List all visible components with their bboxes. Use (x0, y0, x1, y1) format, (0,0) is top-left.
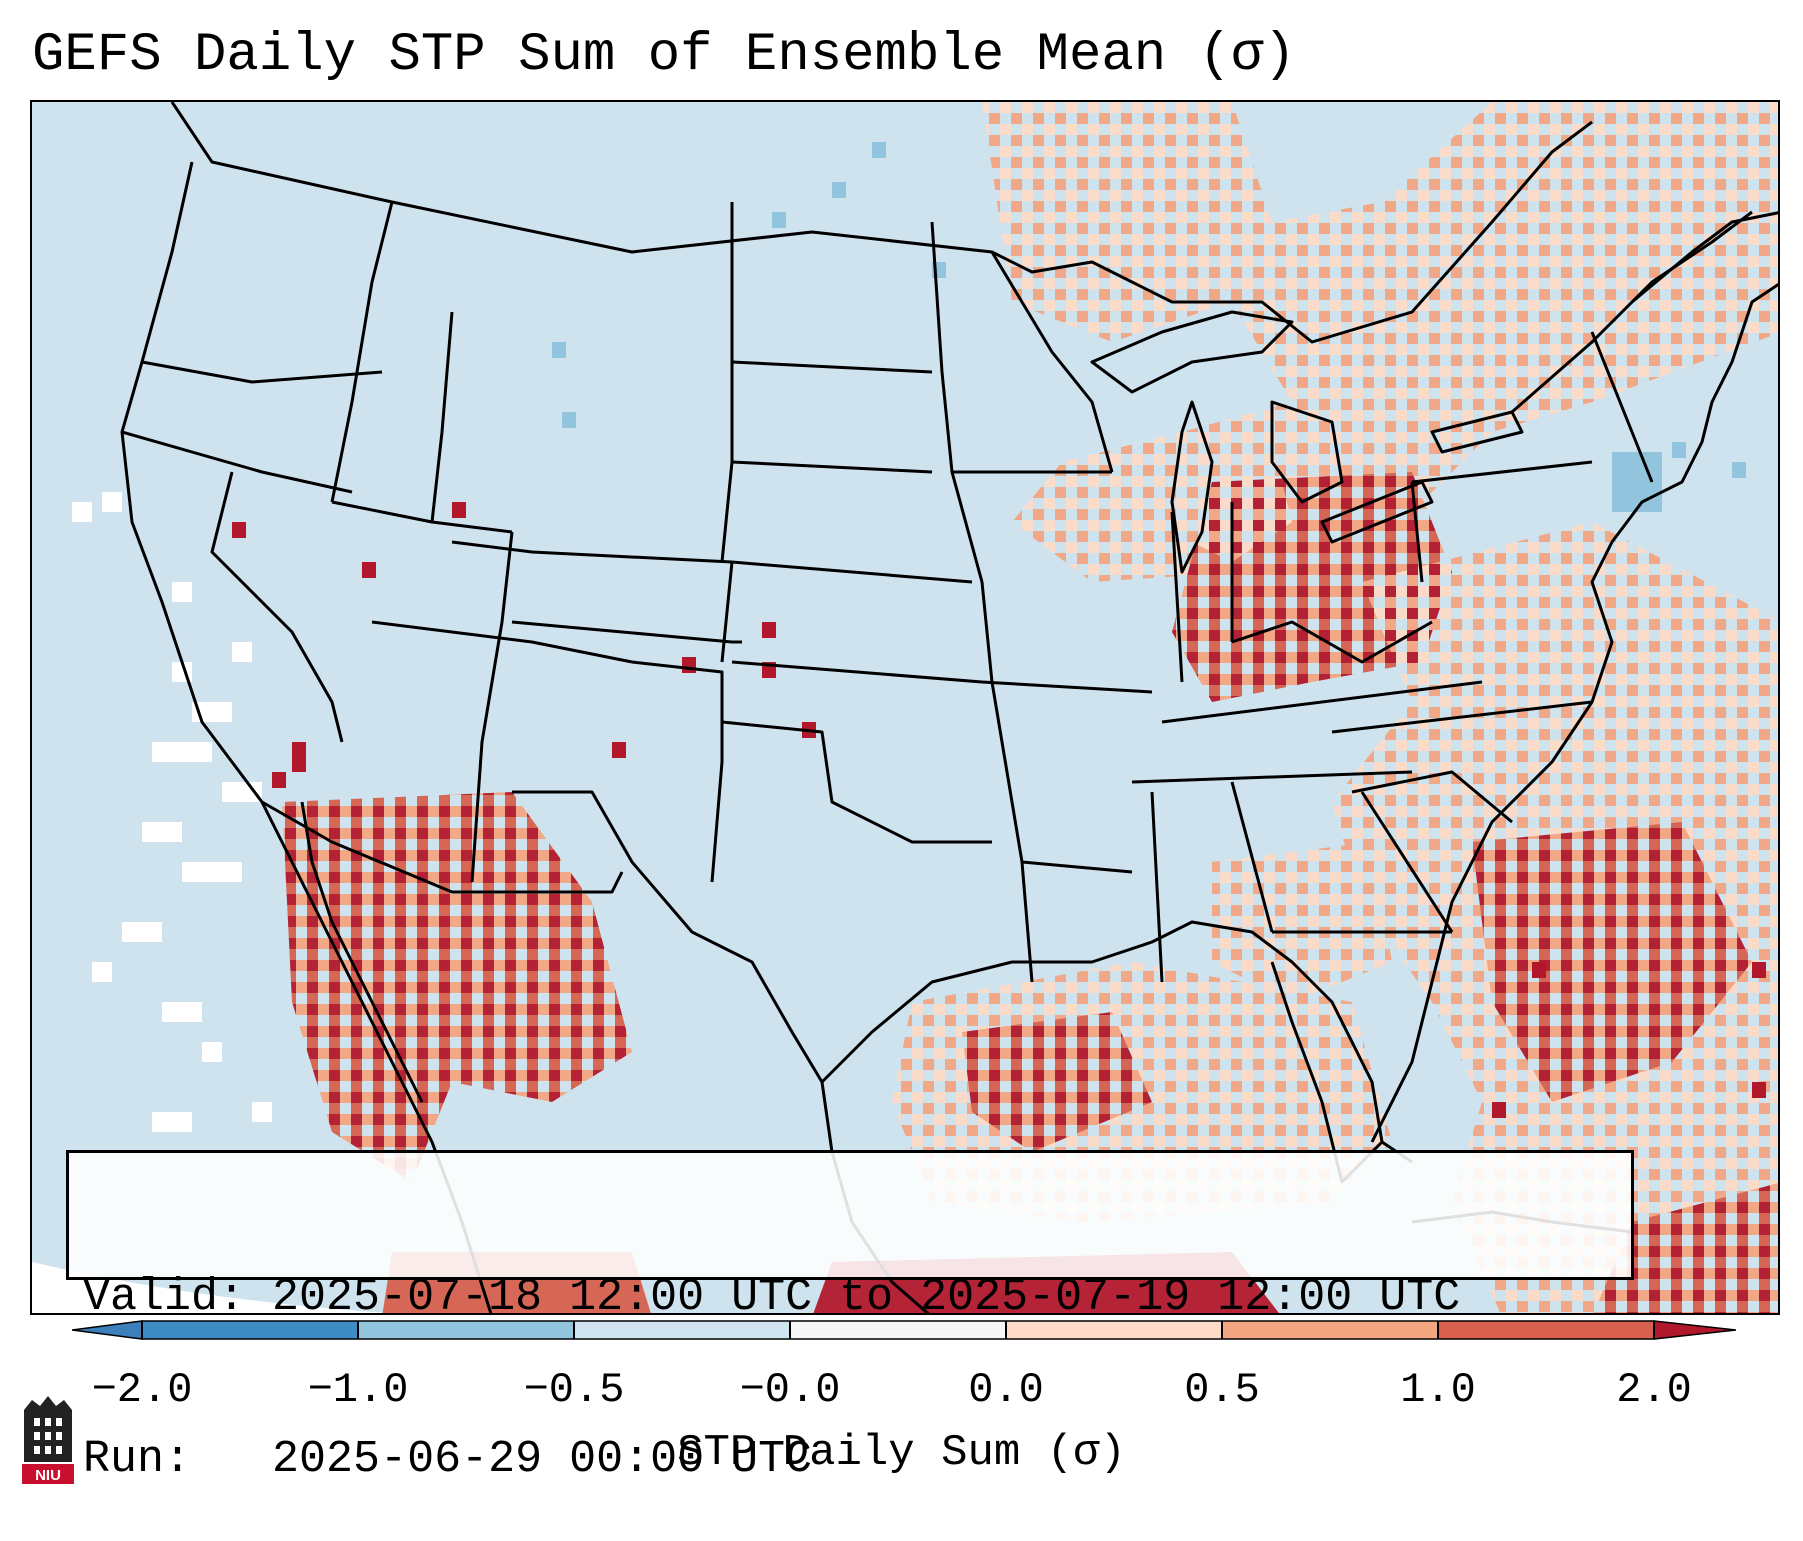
colorbar-bin-2 (358, 1321, 574, 1339)
border-pa-oh (1410, 481, 1424, 583)
colorbar-tick: −2.0 (91, 1366, 193, 1414)
validity-info-box: Valid: 2025-07-18 12:00 UTC to 2025-07-1… (66, 1150, 1634, 1485)
anomaly-southeast-coast (1472, 822, 1752, 1102)
colorbar-tick: −0.5 (523, 1366, 625, 1414)
colorbar-tick: 0.5 (1184, 1366, 1260, 1414)
border-ut-az (371, 620, 633, 664)
colorbar (72, 1320, 1736, 1340)
border-az-mx (261, 800, 512, 894)
us-canada-border (170, 102, 1593, 344)
border-mt-nd (720, 202, 734, 563)
anomaly-southeast (1212, 842, 1392, 1002)
political-boundaries (120, 102, 1778, 1313)
positive-anomaly-fields (282, 102, 1778, 1313)
great-lakes-ontario (1430, 410, 1524, 454)
border-wa-or (141, 360, 383, 384)
baja-peninsula (300, 801, 424, 1103)
border-tx-la (1020, 861, 1034, 983)
border-nm-tx (631, 660, 724, 883)
border-pa-ny (1411, 460, 1593, 484)
border-or-ca (121, 430, 353, 494)
anomaly-northeast-canada (982, 102, 1778, 582)
border-oh-ky (1231, 620, 1433, 664)
great-lakes-huron (1270, 400, 1344, 504)
border-ca-nv (210, 471, 344, 743)
run-line: Run: 2025-06-29 00:00 UTC (83, 1433, 1617, 1487)
colorbar-tick: 0.0 (968, 1366, 1044, 1414)
colorbar-bin-5 (1006, 1321, 1222, 1339)
border-nc-sc (1351, 770, 1513, 824)
border-nv-ut (331, 500, 513, 534)
colorbar-tick: −1.0 (307, 1366, 409, 1414)
colorbar-extend-low (72, 1320, 143, 1340)
border-mo-ar (981, 680, 1153, 694)
border-sc-ga (1360, 791, 1454, 933)
colorbar-bin-6 (1222, 1321, 1438, 1339)
st-lawrence (1511, 210, 1753, 414)
border-va-nc (1331, 700, 1593, 734)
map-title: GEFS Daily STP Sum of Ensemble Mean (σ) (32, 25, 1296, 86)
valid-time-range: 2025-07-18 12:00 UTC to 2025-07-19 12:00… (272, 1272, 1461, 1323)
great-lakes-superior (1090, 310, 1294, 394)
neutral-anomaly-west-coast (72, 492, 272, 1132)
great-lakes-erie (1320, 480, 1434, 544)
border-nd-sd (731, 360, 933, 374)
anomaly-caribbean (1593, 1183, 1778, 1313)
isolated-high-pixels (232, 502, 1766, 1118)
colorbar-tick: 2.0 (1616, 1366, 1692, 1414)
colorbar-bin-4 (790, 1321, 1006, 1339)
border-co-ks (720, 561, 734, 663)
border-sd-ne (731, 460, 933, 474)
great-lakes-michigan (1170, 400, 1214, 574)
border-ok-ar (990, 681, 1024, 863)
border-tx-ok (721, 720, 992, 844)
colorbar-tick: 1.0 (1400, 1366, 1476, 1414)
border-ne-ks (731, 560, 973, 584)
border-ky-tn (1161, 680, 1483, 724)
east-coast (1370, 282, 1778, 1143)
anomaly-southwest (282, 792, 632, 1182)
valid-label: Valid: (83, 1272, 246, 1323)
map-canvas (32, 102, 1778, 1313)
map-panel (30, 100, 1780, 1315)
border-ny-vt (1590, 331, 1654, 483)
colorbar-bin-7 (1438, 1321, 1654, 1339)
border-ks-ok (731, 660, 983, 684)
canada-east (1631, 211, 1778, 304)
border-mn-wi (990, 251, 1114, 473)
border-id-wy (430, 311, 454, 523)
border-tn (1131, 770, 1413, 784)
run-time: 2025-06-29 00:00 UTC (272, 1434, 813, 1485)
border-az-nm (470, 531, 514, 883)
border-wy-co (451, 540, 733, 564)
border-ms-al (1150, 791, 1164, 983)
run-label: Run: (83, 1434, 192, 1485)
border-nm-mx (512, 871, 624, 894)
colorbar-extend-high (1653, 1320, 1736, 1340)
border-co-nm (511, 620, 742, 644)
colorbar-bin-3 (574, 1321, 790, 1339)
valid-line: Valid: 2025-07-18 12:00 UTC to 2025-07-1… (83, 1271, 1617, 1325)
colorbar-label: STP Daily Sum (σ) (677, 1428, 1126, 1478)
border-mt-id (330, 201, 394, 503)
border-il-in (1170, 511, 1184, 683)
niu-logo: NIU (22, 1396, 74, 1484)
logo-text: NIU (35, 1467, 61, 1484)
anomaly-gulf-core (962, 1012, 1152, 1152)
colorbar-tick: −0.0 (739, 1366, 841, 1414)
border-nd-mn (930, 221, 994, 683)
west-coast (120, 161, 493, 1313)
border-al-ga (1230, 781, 1274, 933)
colorbar-bin-1 (142, 1321, 358, 1339)
projection-edge (32, 1262, 389, 1313)
border-ar-la (1021, 860, 1133, 874)
